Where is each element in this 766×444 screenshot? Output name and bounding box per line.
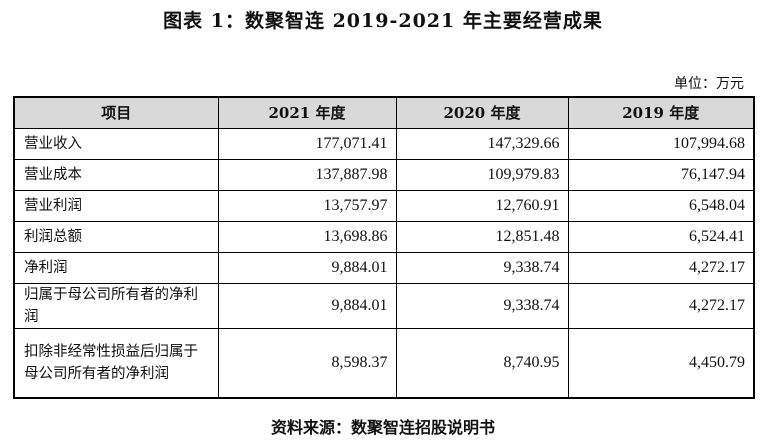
row-label: 营业利润	[13, 190, 219, 222]
row-label: 归属于母公司所有者的净利润	[13, 283, 219, 329]
column-header-2019: 2019 年度	[567, 96, 755, 129]
cell-2021: 9,884.01	[217, 283, 397, 329]
source-note: 资料来源：数聚智连招股说明书	[270, 418, 495, 437]
cell-2019: 4,450.79	[567, 328, 755, 399]
row-label: 营业成本	[13, 159, 219, 191]
cell-2019: 6,548.04	[567, 190, 755, 222]
cell-2020: 9,338.74	[395, 283, 569, 329]
table-header-row: 项目 2021 年度 2020 年度 2019 年度	[13, 96, 755, 129]
cell-2019: 4,272.17	[567, 283, 755, 329]
cell-2021: 9,884.01	[217, 252, 397, 284]
table-row: 营业成本 137,887.98 109,979.83 76,147.94	[13, 159, 755, 191]
cell-2020: 109,979.83	[395, 159, 569, 191]
table-row: 营业收入 177,071.41 147,329.66 107,994.68	[13, 128, 755, 160]
unit-label: 单位：万元	[674, 76, 744, 92]
row-label: 利润总额	[13, 221, 219, 253]
cell-2021: 137,887.98	[217, 159, 397, 191]
cell-2020: 8,740.95	[395, 328, 569, 399]
page-title: 图表 1：数聚智连 2019-2021 年主要经营成果	[163, 10, 603, 32]
table-row: 净利润 9,884.01 9,338.74 4,272.17	[13, 252, 755, 284]
cell-2019: 76,147.94	[567, 159, 755, 191]
column-header-2020: 2020 年度	[395, 96, 569, 129]
financial-results-table: 项目 2021 年度 2020 年度 2019 年度 营业收入 177,071.…	[13, 96, 755, 399]
column-header-2021: 2021 年度	[217, 96, 397, 129]
cell-2019: 4,272.17	[567, 252, 755, 284]
table-row: 归属于母公司所有者的净利润 9,884.01 9,338.74 4,272.17	[13, 283, 755, 329]
cell-2021: 177,071.41	[217, 128, 397, 160]
table-row: 营业利润 13,757.97 12,760.91 6,548.04	[13, 190, 755, 222]
cell-2020: 147,329.66	[395, 128, 569, 160]
cell-2020: 12,760.91	[395, 190, 569, 222]
table-row: 扣除非经常性损益后归属于母公司所有者的净利润 8,598.37 8,740.95…	[13, 328, 755, 399]
column-header-item: 项目	[13, 96, 219, 129]
row-label: 净利润	[13, 252, 219, 284]
cell-2020: 12,851.48	[395, 221, 569, 253]
cell-2021: 8,598.37	[217, 328, 397, 399]
table-row: 利润总额 13,698.86 12,851.48 6,524.41	[13, 221, 755, 253]
cell-2021: 13,757.97	[217, 190, 397, 222]
cell-2019: 107,994.68	[567, 128, 755, 160]
row-label: 扣除非经常性损益后归属于母公司所有者的净利润	[13, 328, 219, 399]
row-label: 营业收入	[13, 128, 219, 160]
cell-2019: 6,524.41	[567, 221, 755, 253]
cell-2020: 9,338.74	[395, 252, 569, 284]
cell-2021: 13,698.86	[217, 221, 397, 253]
